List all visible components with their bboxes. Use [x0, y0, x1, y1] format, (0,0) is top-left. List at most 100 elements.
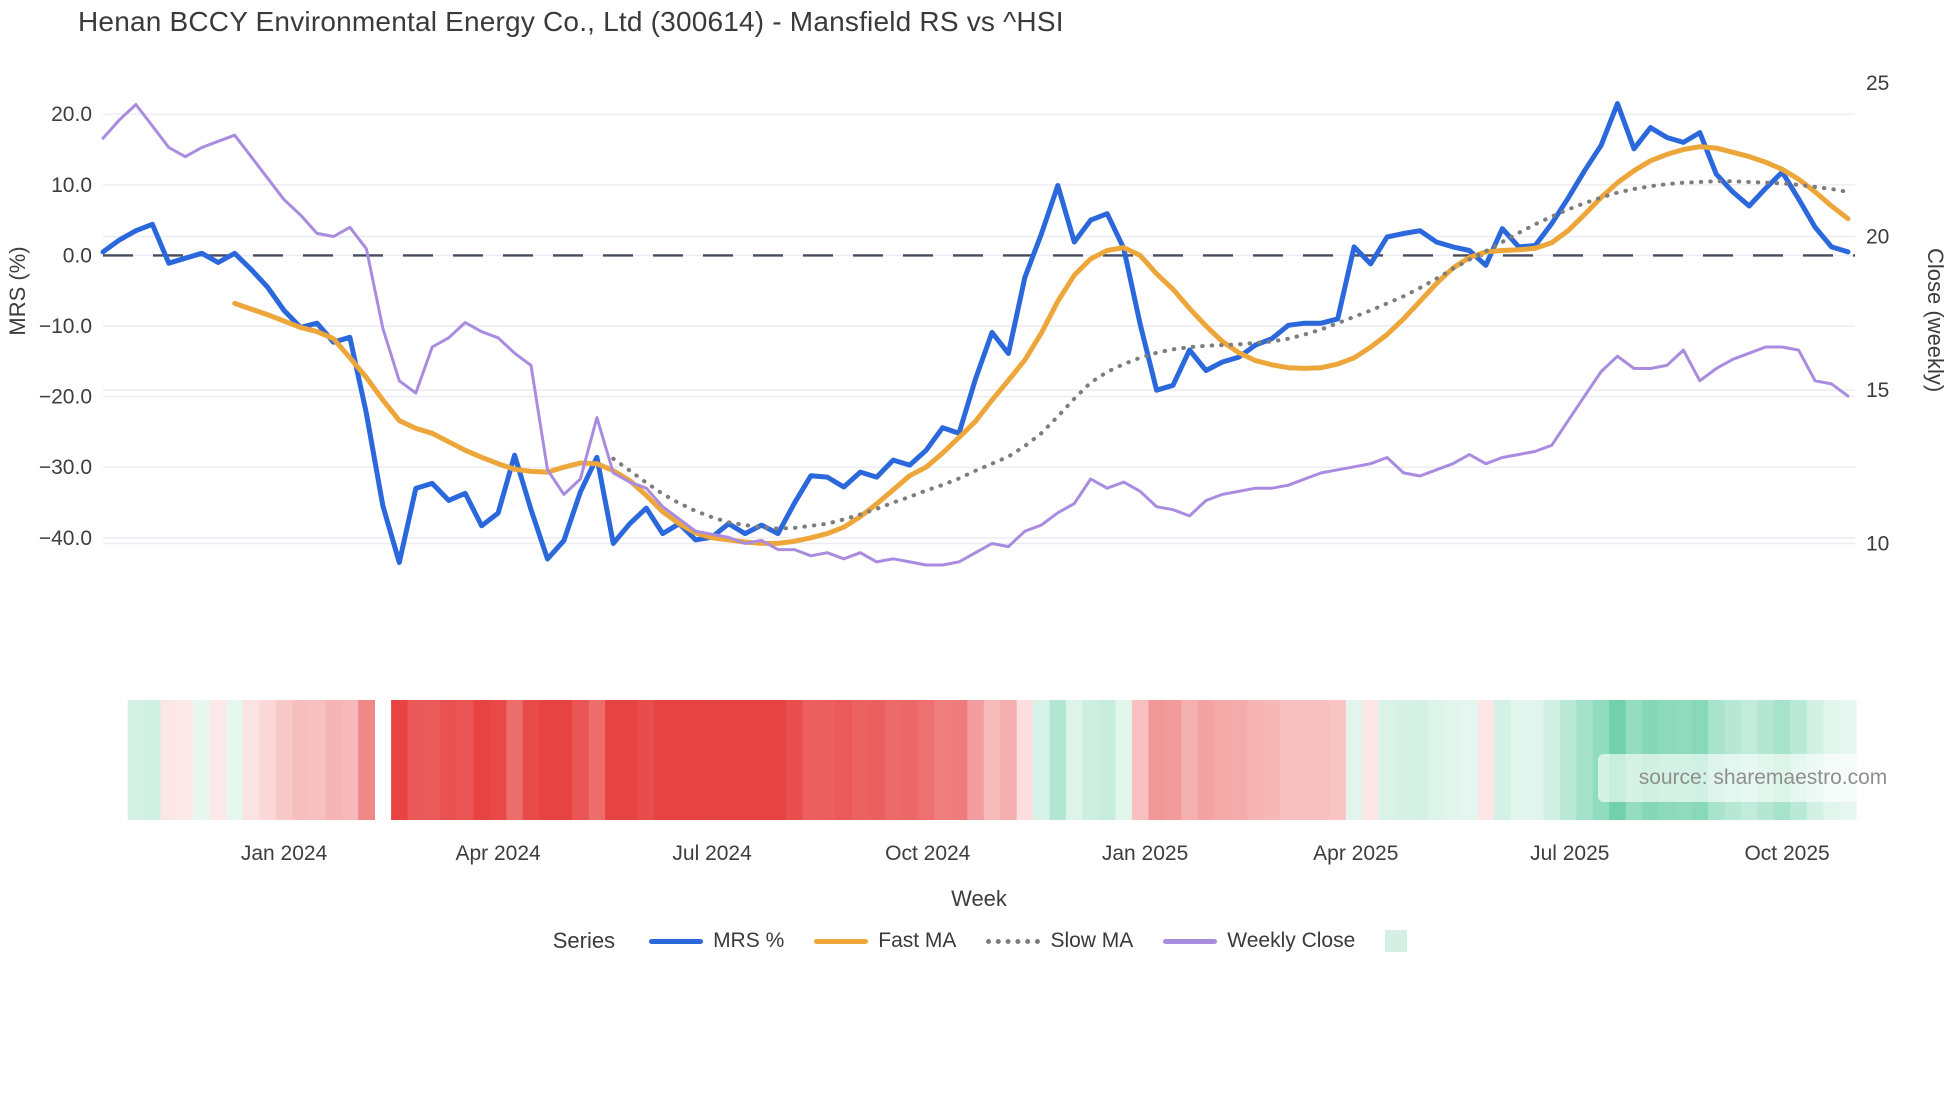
heatmap-cell — [884, 700, 902, 820]
heatmap-cell — [555, 700, 573, 820]
legend-item-heatmap-patch[interactable] — [1385, 930, 1408, 952]
heatmap-cell — [1033, 700, 1050, 820]
heatmap-cell — [934, 700, 952, 820]
legend-item-label: Slow MA — [1050, 929, 1134, 952]
heatmap-cell — [588, 700, 606, 820]
heatmap-cell — [1576, 700, 1594, 820]
heatmap-cell — [1494, 700, 1511, 820]
series-mrs — [100, 101, 1851, 565]
heatmap-cell — [1049, 700, 1067, 820]
heatmap-cell — [1131, 700, 1149, 820]
heatmap-cell — [1543, 700, 1561, 820]
heatmap-cell — [1230, 700, 1248, 820]
heatmap-cell — [127, 700, 145, 820]
heatmap-cell — [275, 700, 293, 820]
heatmap-cell — [901, 700, 919, 820]
heatmap-cell — [391, 700, 408, 820]
heatmap-cell — [638, 700, 655, 820]
heatmap-cell — [1362, 700, 1380, 820]
right-axis-title: Close (weekly) — [1923, 247, 1948, 393]
x-axis-tick: Jan 2025 — [1102, 842, 1188, 865]
heatmap-cell — [489, 700, 507, 820]
heatmap-cell — [819, 700, 836, 820]
heatmap-cell — [1559, 700, 1577, 820]
x-axis-title: Week — [951, 886, 1007, 911]
right-axis-tick: 25 — [1866, 72, 1889, 95]
heatmap-cell — [605, 700, 622, 820]
x-axis-tick: Oct 2025 — [1744, 842, 1829, 865]
chart-title: Henan BCCY Environmental Energy Co., Ltd… — [78, 6, 1064, 37]
legend-line-swatch — [1163, 938, 1218, 944]
heatmap-cell — [621, 700, 639, 820]
legend: Series MRS % Fast MA Slow MA Weekly Close — [0, 928, 1960, 954]
left-axis-tick: 20.0 — [51, 103, 92, 126]
heatmap-cell — [1510, 700, 1528, 820]
heatmap-cell — [967, 700, 985, 820]
heatmap-cell — [950, 700, 968, 820]
heatmap-cell — [703, 700, 721, 820]
heatmap-cell — [786, 700, 804, 820]
heatmap-cell — [687, 700, 705, 820]
legend-title: Series — [552, 928, 616, 953]
heatmap-cell — [341, 700, 359, 820]
legend-line-swatch — [814, 938, 869, 944]
heatmap-cell — [144, 700, 162, 820]
heatmap-cell — [1115, 700, 1133, 820]
heatmap-cell — [473, 700, 491, 820]
legend-entries: MRS % Fast MA Slow MA Weekly Close — [649, 929, 1408, 953]
heatmap-cell — [1197, 700, 1215, 820]
heatmap-cell — [1263, 700, 1281, 820]
heatmap-cell — [1526, 700, 1544, 820]
heatmap-cell — [226, 700, 244, 820]
heatmap-cell — [292, 700, 310, 820]
heatmap-cell — [407, 700, 425, 820]
heatmap-cell — [1444, 700, 1462, 820]
heatmap-cell — [654, 700, 672, 820]
heatmap-cell — [539, 700, 557, 820]
legend-item-label: MRS % — [713, 929, 785, 952]
heatmap-cell — [1461, 700, 1478, 820]
legend-item-fast-ma[interactable]: Fast MA — [814, 929, 956, 953]
legend-patch-swatch — [1385, 930, 1408, 952]
left-axis-tick: −40.0 — [39, 527, 92, 550]
heatmap-cell — [1345, 700, 1363, 820]
heatmap-cell — [1098, 700, 1116, 820]
x-axis-tick: Jul 2025 — [1530, 842, 1609, 865]
heatmap-cell — [1329, 700, 1347, 820]
legend-item-weekly-close[interactable]: Weekly Close — [1163, 929, 1355, 953]
heatmap-cell — [177, 700, 194, 820]
heatmap-cell — [852, 700, 869, 820]
heatmap-cell — [753, 700, 771, 820]
heatmap-cell — [1066, 700, 1083, 820]
right-axis-tick: 20 — [1866, 226, 1889, 249]
heatmap-cell — [1280, 700, 1297, 820]
heatmap-cell — [720, 700, 738, 820]
heatmap-cell — [1411, 700, 1429, 820]
legend-line-swatch — [649, 938, 704, 944]
heatmap-cell — [769, 700, 787, 820]
source-note: source: sharemaestro.com — [1598, 754, 1928, 802]
series-weekly-close — [101, 103, 1850, 567]
series-fast-ma — [232, 144, 1851, 546]
heatmap-cell — [1214, 700, 1232, 820]
left-axis-tick: 10.0 — [51, 174, 92, 197]
heatmap-cell — [456, 700, 474, 820]
heatmap-cell — [259, 700, 277, 820]
heatmap-cell — [1312, 700, 1330, 820]
heatmap-cell — [572, 700, 590, 820]
heatmap-cell — [802, 700, 820, 820]
legend-item-label: Weekly Close — [1227, 929, 1356, 952]
heatmap-cell — [1395, 700, 1413, 820]
legend-line-swatch — [986, 938, 1041, 944]
heatmap-cell — [1164, 700, 1182, 820]
heatmap-cell — [193, 700, 211, 820]
heatmap-cell — [736, 700, 754, 820]
x-axis-tick: Apr 2025 — [1313, 842, 1398, 865]
heatmap-cell — [1428, 700, 1446, 820]
heatmap-cell — [983, 700, 1001, 820]
legend-item-slow-ma[interactable]: Slow MA — [986, 929, 1133, 953]
heatmap-cell — [1247, 700, 1264, 820]
legend-item-mrs[interactable]: MRS % — [649, 929, 784, 953]
legend-item-label: Fast MA — [878, 929, 957, 952]
